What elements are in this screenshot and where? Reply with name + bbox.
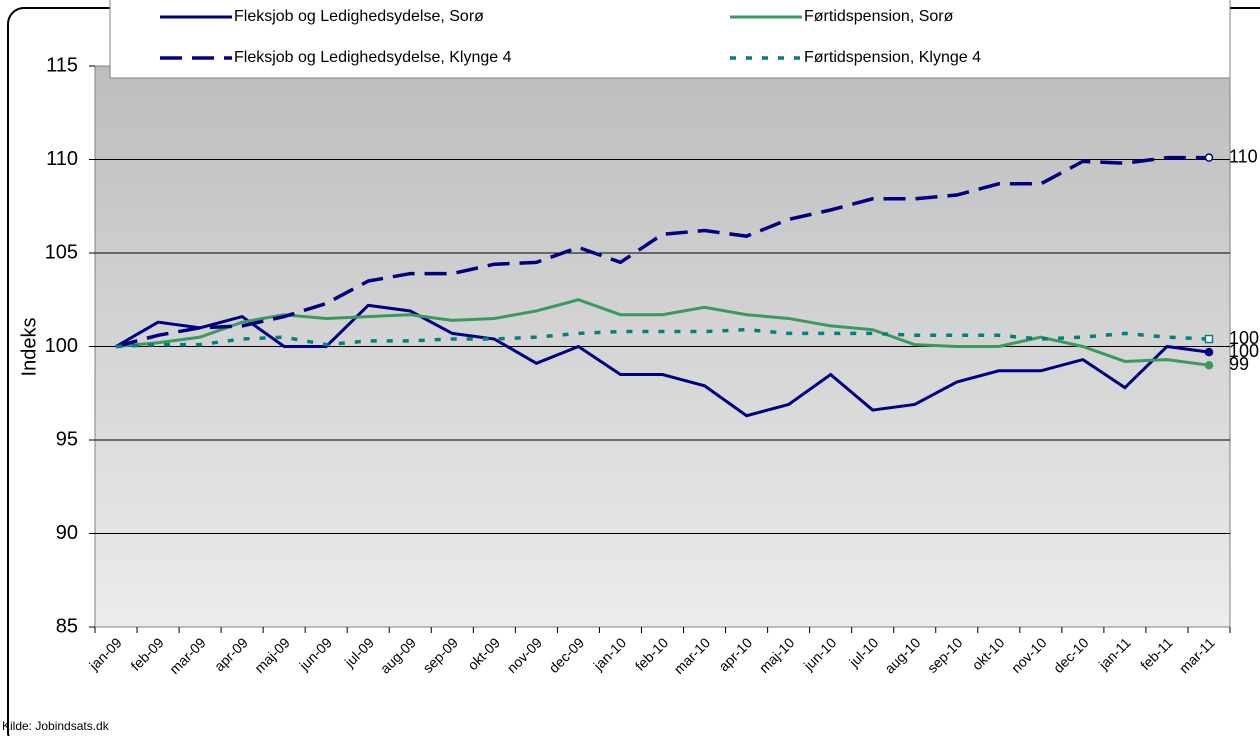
marker bbox=[1204, 347, 1214, 357]
y-tick-label: 115 bbox=[46, 54, 78, 76]
marker bbox=[1204, 334, 1214, 344]
data-label: 110 bbox=[1229, 146, 1258, 166]
source: Kilde: Jobindsats.dk bbox=[2, 719, 110, 733]
data-label: 99 bbox=[1229, 354, 1249, 374]
line-series bbox=[115, 298, 1210, 367]
data-label: 100 bbox=[1229, 341, 1259, 361]
legend-label: Førtidspension, Sorø bbox=[804, 8, 954, 25]
line-series bbox=[115, 327, 1210, 349]
y-axis-label: Indeks bbox=[18, 318, 40, 377]
line-series bbox=[115, 303, 1210, 418]
y-tick-label: 110 bbox=[46, 148, 78, 170]
line-series bbox=[115, 155, 1209, 349]
legend bbox=[109, 0, 1231, 79]
legend-label: Førtidspension, Klynge 4 bbox=[804, 49, 981, 66]
y-tick-label: 85 bbox=[56, 615, 78, 637]
y-tick-label: 100 bbox=[45, 335, 78, 357]
marker bbox=[1204, 153, 1214, 162]
marker bbox=[1204, 360, 1214, 370]
y-tick-label: 90 bbox=[56, 522, 78, 544]
legend-label: Fleksjob og Ledighedsydelse, Sorø bbox=[234, 8, 484, 25]
data-label: 100 bbox=[1229, 328, 1259, 348]
y-tick-label: 95 bbox=[56, 428, 78, 450]
y-tick-label: 105 bbox=[45, 241, 78, 263]
legend-label: Fleksjob og Ledighedsydelse, Klynge 4 bbox=[234, 49, 512, 66]
